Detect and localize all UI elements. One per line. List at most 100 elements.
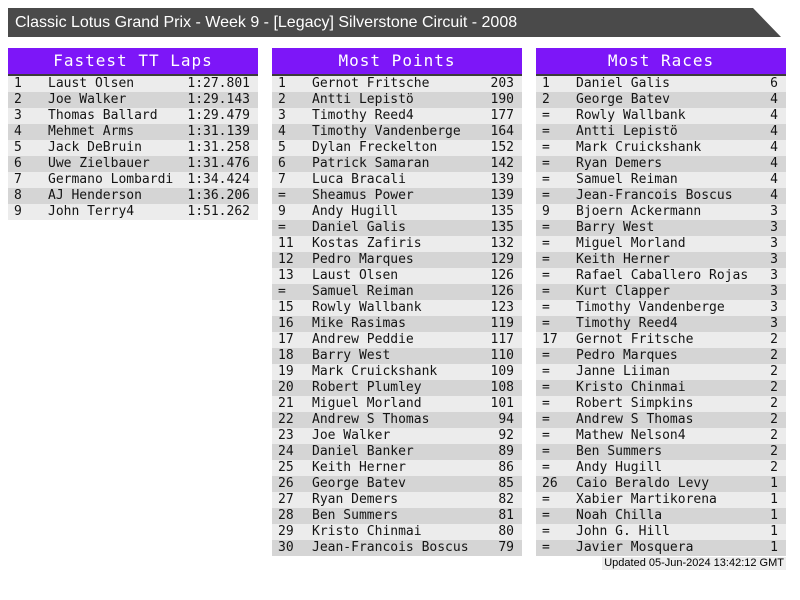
table-row: = Kurt Clapper 3 bbox=[536, 284, 786, 300]
name-cell: George Batev bbox=[576, 92, 670, 107]
name-cell: Kristo Chinmai bbox=[576, 380, 686, 395]
name-cell: Andrew Peddie bbox=[312, 332, 414, 347]
table-row: 5 Jack DeBruin 1:31.258 bbox=[8, 140, 258, 156]
value-cell: 126 bbox=[490, 268, 514, 283]
name-cell: Gernot Fritsche bbox=[312, 76, 430, 91]
value-cell: 3 bbox=[770, 284, 778, 299]
value-cell: 1:31.476 bbox=[187, 156, 250, 171]
table-row: 16 Mike Rasimas 119 bbox=[272, 316, 522, 332]
value-cell: 89 bbox=[498, 444, 514, 459]
value-cell: 1 bbox=[770, 476, 778, 491]
rank-cell: 11 bbox=[278, 236, 294, 251]
value-cell: 110 bbox=[490, 348, 514, 363]
rank-cell: 3 bbox=[14, 108, 22, 123]
name-cell: George Batev bbox=[312, 476, 406, 491]
table-row: = Rafael Caballero Rojas 3 bbox=[536, 268, 786, 284]
table-row: = Rowly Wallbank 4 bbox=[536, 108, 786, 124]
value-cell: 190 bbox=[490, 92, 514, 107]
table-row: 3 Thomas Ballard 1:29.479 bbox=[8, 108, 258, 124]
name-cell: Andrew S Thomas bbox=[312, 412, 430, 427]
value-cell: 2 bbox=[770, 380, 778, 395]
table-row: = Miguel Morland 3 bbox=[536, 236, 786, 252]
table-row: = Xabier Martikorena 1 bbox=[536, 492, 786, 508]
value-cell: 79 bbox=[498, 540, 514, 555]
table-row: 26 George Batev 85 bbox=[272, 476, 522, 492]
name-cell: Rafael Caballero Rojas bbox=[576, 268, 749, 283]
value-cell: 1 bbox=[770, 540, 778, 555]
rank-cell: 12 bbox=[278, 252, 294, 267]
rank-cell: = bbox=[542, 124, 550, 139]
rank-cell: 20 bbox=[278, 380, 294, 395]
table-row: 13 Laust Olsen 126 bbox=[272, 268, 522, 284]
fastest-tt-laps-title: Fastest TT Laps bbox=[8, 48, 258, 76]
value-cell: 92 bbox=[498, 428, 514, 443]
rank-cell: 29 bbox=[278, 524, 294, 539]
most-points-table: Most Points 1 Gernot Fritsche 203 2 Antti Le… bbox=[272, 48, 522, 556]
rank-cell: 9 bbox=[278, 204, 286, 219]
value-cell: 82 bbox=[498, 492, 514, 507]
value-cell: 177 bbox=[490, 108, 514, 123]
table-row: 26 Caio Beraldo Levy 1 bbox=[536, 476, 786, 492]
rank-cell: = bbox=[542, 396, 550, 411]
value-cell: 1:29.479 bbox=[187, 108, 250, 123]
name-cell: Daniel Galis bbox=[312, 220, 406, 235]
rank-cell: 6 bbox=[14, 156, 22, 171]
table-row: 24 Daniel Banker 89 bbox=[272, 444, 522, 460]
rank-cell: = bbox=[542, 316, 550, 331]
rank-cell: 21 bbox=[278, 396, 294, 411]
rank-cell: 23 bbox=[278, 428, 294, 443]
table-row: = Noah Chilla 1 bbox=[536, 508, 786, 524]
value-cell: 1:31.139 bbox=[187, 124, 250, 139]
value-cell: 108 bbox=[490, 380, 514, 395]
rank-cell: = bbox=[542, 188, 550, 203]
name-cell: Pedro Marques bbox=[576, 348, 678, 363]
table-row: = Andrew S Thomas 2 bbox=[536, 412, 786, 428]
rank-cell: 13 bbox=[278, 268, 294, 283]
value-cell: 101 bbox=[490, 396, 514, 411]
table-row: 11 Kostas Zafiris 132 bbox=[272, 236, 522, 252]
value-cell: 4 bbox=[770, 92, 778, 107]
value-cell: 3 bbox=[770, 252, 778, 267]
name-cell: Miguel Morland bbox=[576, 236, 686, 251]
rank-cell: 8 bbox=[14, 188, 22, 203]
rank-cell: 1 bbox=[542, 76, 550, 91]
name-cell: Kristo Chinmai bbox=[312, 524, 422, 539]
value-cell: 126 bbox=[490, 284, 514, 299]
value-cell: 4 bbox=[770, 188, 778, 203]
name-cell: Barry West bbox=[576, 220, 655, 235]
fastest-tt-laps-table: Fastest TT Laps 1 Laust Olsen 1:27.801 2 Joe… bbox=[8, 48, 258, 220]
table-row: 1 Daniel Galis 6 bbox=[536, 76, 786, 92]
value-cell: 123 bbox=[490, 300, 514, 315]
name-cell: Jean-Francois Boscus bbox=[312, 540, 469, 555]
rank-cell: 24 bbox=[278, 444, 294, 459]
value-cell: 152 bbox=[490, 140, 514, 155]
table-row: 27 Ryan Demers 82 bbox=[272, 492, 522, 508]
rank-cell: = bbox=[278, 220, 286, 235]
name-cell: Mike Rasimas bbox=[312, 316, 406, 331]
name-cell: Pedro Marques bbox=[312, 252, 414, 267]
most-points-body: 1 Gernot Fritsche 203 2 Antti Lepistö 190 3 Tim… bbox=[272, 76, 522, 556]
rank-cell: 26 bbox=[278, 476, 294, 491]
table-row: 28 Ben Summers 81 bbox=[272, 508, 522, 524]
value-cell: 132 bbox=[490, 236, 514, 251]
value-cell: 203 bbox=[490, 76, 514, 91]
value-cell: 135 bbox=[490, 204, 514, 219]
value-cell: 1:27.801 bbox=[187, 76, 250, 91]
table-row: 22 Andrew S Thomas 94 bbox=[272, 412, 522, 428]
name-cell: Ryan Demers bbox=[576, 156, 663, 171]
value-cell: 81 bbox=[498, 508, 514, 523]
table-row: 15 Rowly Wallbank 123 bbox=[272, 300, 522, 316]
value-cell: 119 bbox=[490, 316, 514, 331]
table-row: = Barry West 3 bbox=[536, 220, 786, 236]
page-title: Classic Lotus Grand Prix - Week 9 - [Leg… bbox=[15, 14, 518, 31]
value-cell: 164 bbox=[490, 124, 514, 139]
table-row: 17 Gernot Fritsche 2 bbox=[536, 332, 786, 348]
name-cell: John G. Hill bbox=[576, 524, 670, 539]
name-cell: Robert Simpkins bbox=[576, 396, 694, 411]
rank-cell: 25 bbox=[278, 460, 294, 475]
rank-cell: 5 bbox=[14, 140, 22, 155]
table-row: = Sheamus Power 139 bbox=[272, 188, 522, 204]
value-cell: 3 bbox=[770, 220, 778, 235]
table-row: = Antti Lepistö 4 bbox=[536, 124, 786, 140]
name-cell: Luca Bracali bbox=[312, 172, 406, 187]
